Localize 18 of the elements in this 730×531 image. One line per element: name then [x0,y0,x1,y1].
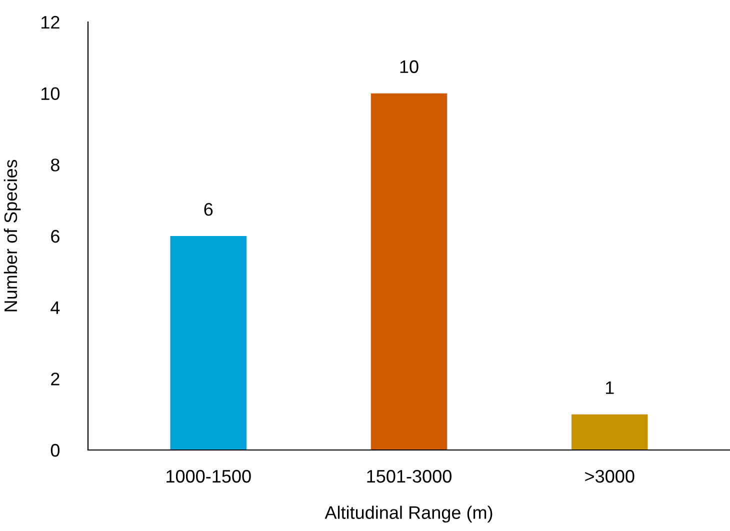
bar [572,414,648,450]
x-axis-title: Altitudinal Range (m) [324,506,492,523]
bar [370,93,448,450]
y-tick-label: 12 [42,16,60,29]
bar [170,236,246,450]
y-tick-label: 0 [50,444,60,457]
data-label: 10 [400,60,418,74]
x-tick-label: 1000-1500 [166,470,251,483]
data-label: 6 [204,202,213,216]
y-tick-label: 2 [51,372,60,386]
x-tick-label: 1501-3000 [367,470,452,483]
y-tick-label: 4 [50,301,60,314]
y-tick-label: 6 [51,230,60,243]
y-tick-label: 10 [42,87,60,100]
x-tick-label: >3000 [585,470,634,483]
data-label: 1 [606,382,614,394]
y-axis-title: Number of Species [4,160,21,312]
y-tick-label: 8 [50,158,60,172]
